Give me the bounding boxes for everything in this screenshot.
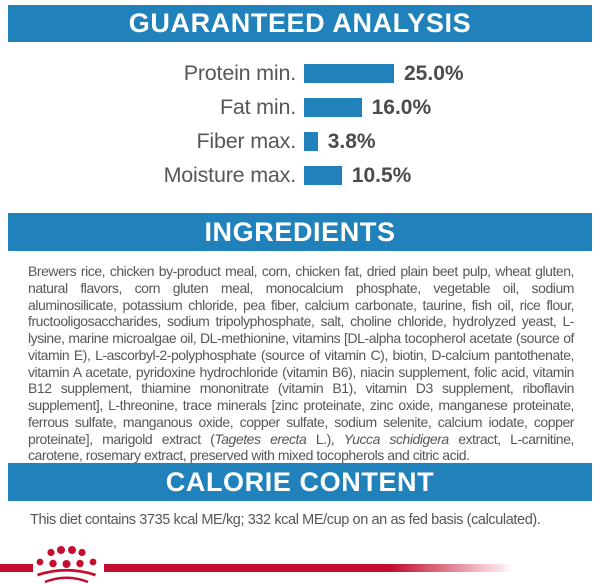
analysis-category-label: Fiber max.	[196, 129, 296, 153]
ingredients-text-part: extract, L-carnitine, carotene, rosemary…	[28, 430, 574, 464]
guaranteed-analysis-chart: Protein min. 25.0% Fat min. 16.0% Fiber max.…	[0, 61, 600, 200]
analysis-row: Moisture max. 10.5%	[0, 163, 600, 187]
analysis-row: Fat min. 16.0%	[0, 95, 600, 119]
ingredients-header-band: INGREDIENTS	[8, 213, 592, 251]
analysis-bar	[304, 98, 362, 117]
calorie-content-text: This diet contains 3735 kcal ME/kg; 332 …	[30, 512, 541, 528]
red-ribbon-left	[0, 564, 33, 572]
calorie-content-title: CALORIE CONTENT	[165, 466, 435, 497]
analysis-row: Fiber max. 3.8%	[0, 129, 600, 153]
calorie-content-header-band: CALORIE CONTENT	[8, 463, 592, 501]
red-ribbon-right	[104, 564, 514, 572]
analysis-bar	[304, 166, 342, 185]
ingredients-title: INGREDIENTS	[204, 216, 396, 247]
analysis-value: 16.0%	[371, 95, 432, 119]
guaranteed-analysis-title: GUARANTEED ANALYSIS	[128, 8, 472, 38]
ingredients-text: Brewers rice, chicken by-product meal, c…	[28, 263, 574, 464]
analysis-category-label: Moisture max.	[163, 163, 297, 187]
analysis-category-label: Protein min.	[183, 61, 297, 85]
ingredients-text-part: Brewers rice, chicken by-product meal, c…	[28, 263, 574, 447]
guaranteed-analysis-header-band: GUARANTEED ANALYSIS	[8, 5, 592, 42]
analysis-value: 25.0%	[404, 61, 464, 85]
analysis-category-label: Fat min.	[219, 95, 296, 119]
ingredients-text-part: L.),	[306, 430, 344, 447]
analysis-bar	[304, 64, 394, 83]
analysis-row: Protein min. 25.0%	[0, 61, 600, 85]
royal-canin-crown-logo	[36, 546, 97, 584]
analysis-value: 10.5%	[351, 163, 412, 187]
analysis-value: 3.8%	[327, 129, 376, 153]
analysis-bar	[304, 132, 318, 151]
ingredients-latin-name: Tagetes erecta	[214, 430, 307, 447]
ingredients-latin-name: Yucca schidigera	[343, 430, 449, 447]
